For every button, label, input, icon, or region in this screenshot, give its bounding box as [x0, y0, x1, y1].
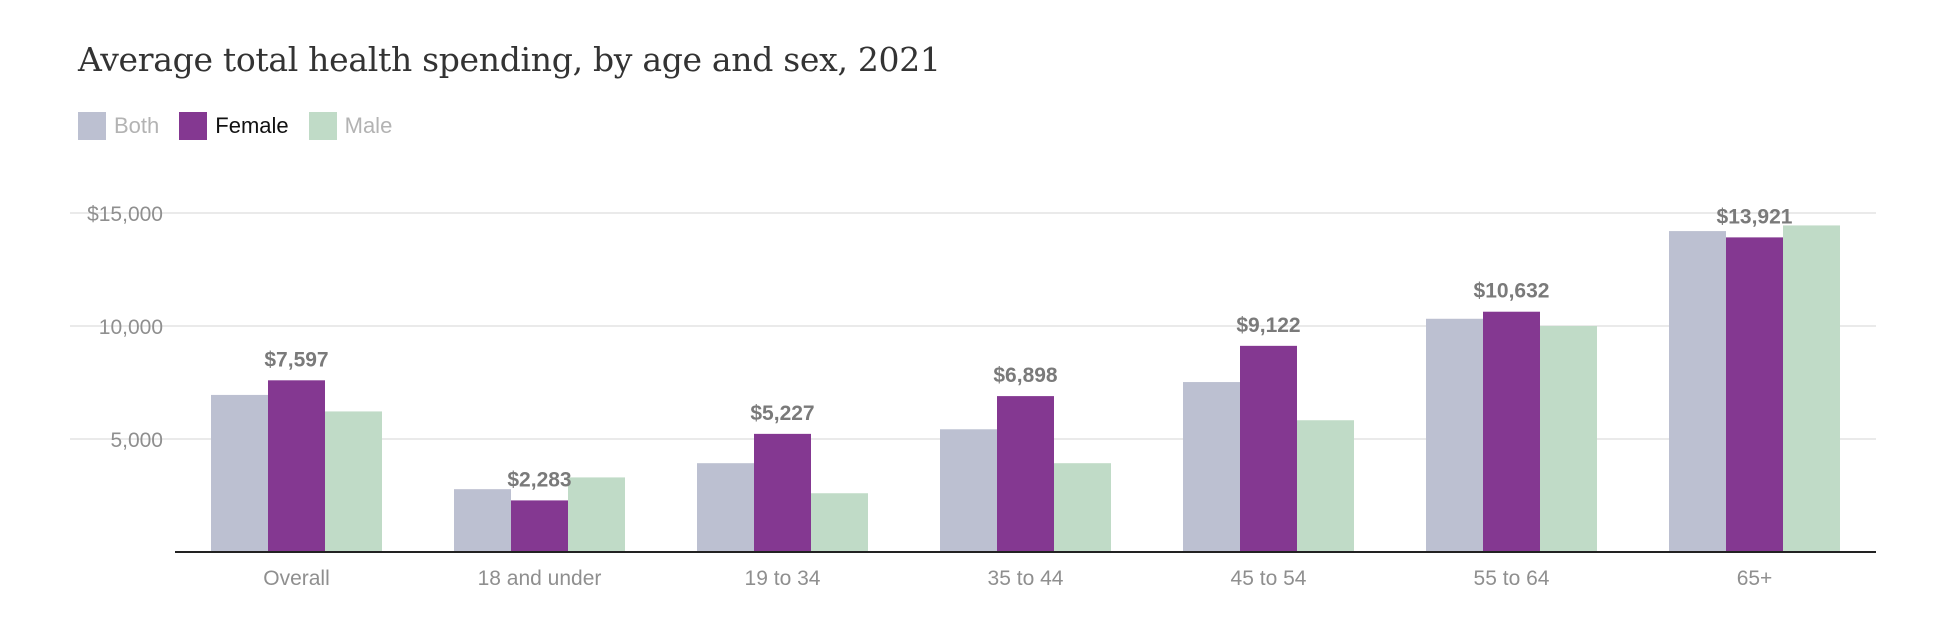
y-tick-label-5000: 5,000	[110, 429, 163, 452]
bar-female-19-to-34	[754, 433, 811, 552]
data-label-35-to-44: $6,898	[993, 364, 1058, 387]
bar-both-55-to-64	[1426, 318, 1483, 552]
data-label-19-to-34: $5,227	[750, 402, 814, 425]
y-tick-label-15000: $15,000	[87, 203, 163, 226]
legend: Both Female Male	[78, 112, 412, 140]
bar-both-overall	[211, 394, 268, 552]
legend-label-male: Male	[344, 113, 393, 138]
bar-male-19-to-34	[811, 493, 868, 552]
bar-female-35-to-44	[997, 396, 1054, 552]
legend-item-male[interactable]: Male	[308, 112, 393, 140]
bar-male-18-and-under	[568, 477, 625, 552]
legend-swatch-both	[78, 112, 106, 140]
bar-female-18-and-under	[511, 500, 568, 552]
x-tick-label-18-and-under: 18 and under	[478, 567, 602, 590]
x-tick-label-65: 65+	[1737, 567, 1773, 590]
data-label-55-to-64: $10,632	[1474, 280, 1550, 303]
legend-label-female: Female	[215, 113, 289, 138]
bar-male-45-to-54	[1297, 420, 1354, 552]
x-tick-label-19-to-34: 19 to 34	[745, 567, 821, 590]
data-label-18-and-under: $2,283	[507, 468, 571, 491]
data-label-overall: $7,597	[264, 348, 328, 371]
bar-female-55-to-64	[1483, 311, 1540, 552]
chart-title: Average total health spending, by age an…	[78, 40, 941, 79]
bar-female-65	[1726, 237, 1783, 552]
x-tick-label-45-to-54: 45 to 54	[1231, 567, 1307, 590]
x-tick-label-35-to-44: 35 to 44	[988, 567, 1064, 590]
x-tick-label-overall: Overall	[263, 567, 330, 590]
bar-female-45-to-54	[1240, 345, 1297, 552]
bar-male-65	[1783, 225, 1840, 552]
legend-swatch-male	[308, 112, 337, 140]
data-label-65: $13,921	[1717, 205, 1793, 228]
bar-both-18-and-under	[454, 489, 511, 552]
bar-both-45-to-54	[1183, 382, 1240, 552]
bar-both-19-to-34	[697, 463, 754, 552]
bar-both-65	[1669, 231, 1726, 552]
legend-item-both[interactable]: Both	[78, 112, 159, 140]
bar-female-overall	[268, 380, 325, 552]
data-label-45-to-54: $9,122	[1236, 314, 1300, 337]
y-tick-label-10000: 10,000	[99, 316, 163, 339]
legend-swatch-female	[179, 112, 208, 140]
x-tick-label-55-to-64: 55 to 64	[1474, 567, 1550, 590]
bar-male-35-to-44	[1054, 463, 1111, 552]
bar-male-55-to-64	[1540, 326, 1597, 552]
bar-both-35-to-44	[940, 429, 997, 552]
legend-item-female[interactable]: Female	[179, 112, 289, 140]
legend-label-both: Both	[114, 113, 160, 138]
bar-male-overall	[325, 411, 382, 552]
